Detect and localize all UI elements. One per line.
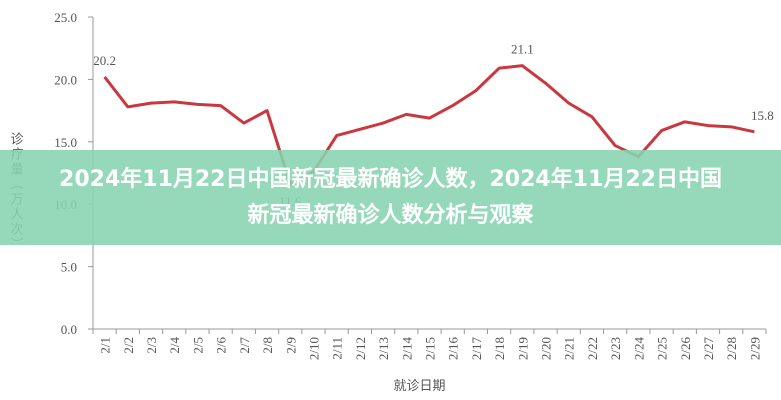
x-tick-label: 2/19 — [515, 337, 530, 360]
x-tick-label: 2/23 — [608, 337, 623, 360]
y-tick-label: 20.0 — [54, 72, 77, 87]
y-tick-label: 25.0 — [54, 10, 77, 25]
x-tick-label: 2/7 — [237, 337, 252, 354]
x-tick-label: 2/9 — [283, 337, 298, 354]
x-tick-label: 2/22 — [585, 337, 600, 360]
x-tick-label: 2/20 — [539, 337, 554, 360]
x-tick-label: 2/12 — [353, 337, 368, 360]
x-tick-label: 2/4 — [167, 337, 182, 354]
x-tick-label: 2/11 — [330, 337, 345, 360]
x-tick-label: 2/3 — [144, 337, 159, 354]
x-tick-label: 2/24 — [631, 337, 646, 361]
x-tick-label: 2/15 — [423, 337, 438, 360]
x-tick-label: 2/5 — [190, 337, 205, 354]
x-tick-label: 2/6 — [214, 337, 229, 354]
x-tick-label: 2/25 — [655, 337, 670, 360]
value-label: 15.8 — [751, 108, 774, 123]
x-tick-label: 2/17 — [469, 337, 484, 361]
x-tick-label: 2/21 — [562, 337, 577, 360]
line — [103, 64, 755, 186]
banner: 2024年11月22日中国新冠最新确诊人数，2024年11月22日中国新冠最新确… — [0, 150, 781, 245]
x-tick-label: 2/29 — [747, 337, 762, 360]
y-tick-label: 5.0 — [61, 260, 77, 275]
x-tick-label: 2/28 — [724, 337, 739, 360]
x-tick-label: 2/1 — [98, 337, 113, 354]
x-tick-label: 2/27 — [701, 337, 716, 361]
x-tick-label: 2/16 — [446, 337, 461, 361]
x-tick-label: 2/14 — [399, 337, 414, 361]
x-axis-label: 就诊日期 — [393, 378, 445, 393]
value-label: 20.2 — [93, 53, 116, 68]
x-tick-label: 2/13 — [376, 337, 391, 360]
y-tick-label: 0.0 — [61, 322, 77, 337]
x-tick-label: 2/26 — [678, 337, 693, 361]
x-tick-label: 2/18 — [492, 337, 507, 360]
banner-title: 2024年11月22日中国新冠最新确诊人数，2024年11月22日中国新冠最新确… — [59, 166, 722, 228]
value-label: 21.1 — [511, 42, 534, 57]
x-tick-label: 2/2 — [121, 337, 136, 354]
x-tick-label: 2/10 — [306, 337, 321, 360]
y-tick-label: 15.0 — [54, 135, 77, 150]
x-tick-label: 2/8 — [260, 337, 275, 354]
